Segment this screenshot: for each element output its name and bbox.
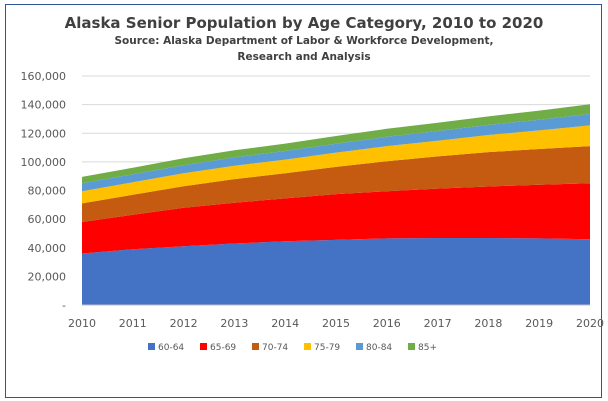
y-tick-label: 100,000 [21,156,67,169]
chart-subtitle-line-2: Research and Analysis [237,51,371,63]
legend-swatch-60-64 [148,343,155,350]
area-85+ [82,104,590,184]
x-tick-label: 2012 [170,317,198,330]
y-tick-label: 80,000 [28,185,67,198]
x-tick-label: 2017 [424,317,452,330]
legend-label-80-84: 80-84 [366,343,392,353]
legend-swatch-80-84 [356,343,363,350]
chart-subtitle-line-1: Source: Alaska Department of Labor & Wor… [114,35,494,47]
y-tick-label: 120,000 [21,127,67,140]
y-tick-label: 20,000 [28,270,67,283]
x-tick-label: 2014 [271,317,299,330]
y-tick-label: 60,000 [28,213,67,226]
chart-title: Alaska Senior Population by Age Category… [64,14,544,32]
x-tick-label: 2018 [474,317,502,330]
x-tick-label: 2011 [119,317,147,330]
area-80-84 [82,113,590,192]
x-tick-label: 2020 [576,317,604,330]
legend-swatch-85+ [408,343,415,350]
x-tick-label: 2019 [525,317,553,330]
x-tick-label: 2013 [220,317,248,330]
legend-label-75-79: 75-79 [314,343,340,353]
x-tick-label: 2015 [322,317,350,330]
y-tick-label: 160,000 [21,70,67,83]
legend-label-65-69: 65-69 [210,343,236,353]
y-tick-label: 140,000 [21,99,67,112]
legend-label-60-64: 60-64 [158,343,184,353]
legend-swatch-65-69 [200,343,207,350]
y-tick-label: - [62,299,66,312]
area-75-79 [82,125,590,204]
y-tick-label: 40,000 [28,242,67,255]
legend-swatch-75-79 [304,343,311,350]
x-tick-label: 2016 [373,317,401,330]
legend-label-70-74: 70-74 [262,343,288,353]
area-70-74 [82,146,590,222]
area-60-64 [82,238,590,305]
legend-label-85+: 85+ [418,343,437,353]
x-tick-label: 2010 [68,317,96,330]
area-65-69 [82,183,590,254]
legend-swatch-70-74 [252,343,259,350]
